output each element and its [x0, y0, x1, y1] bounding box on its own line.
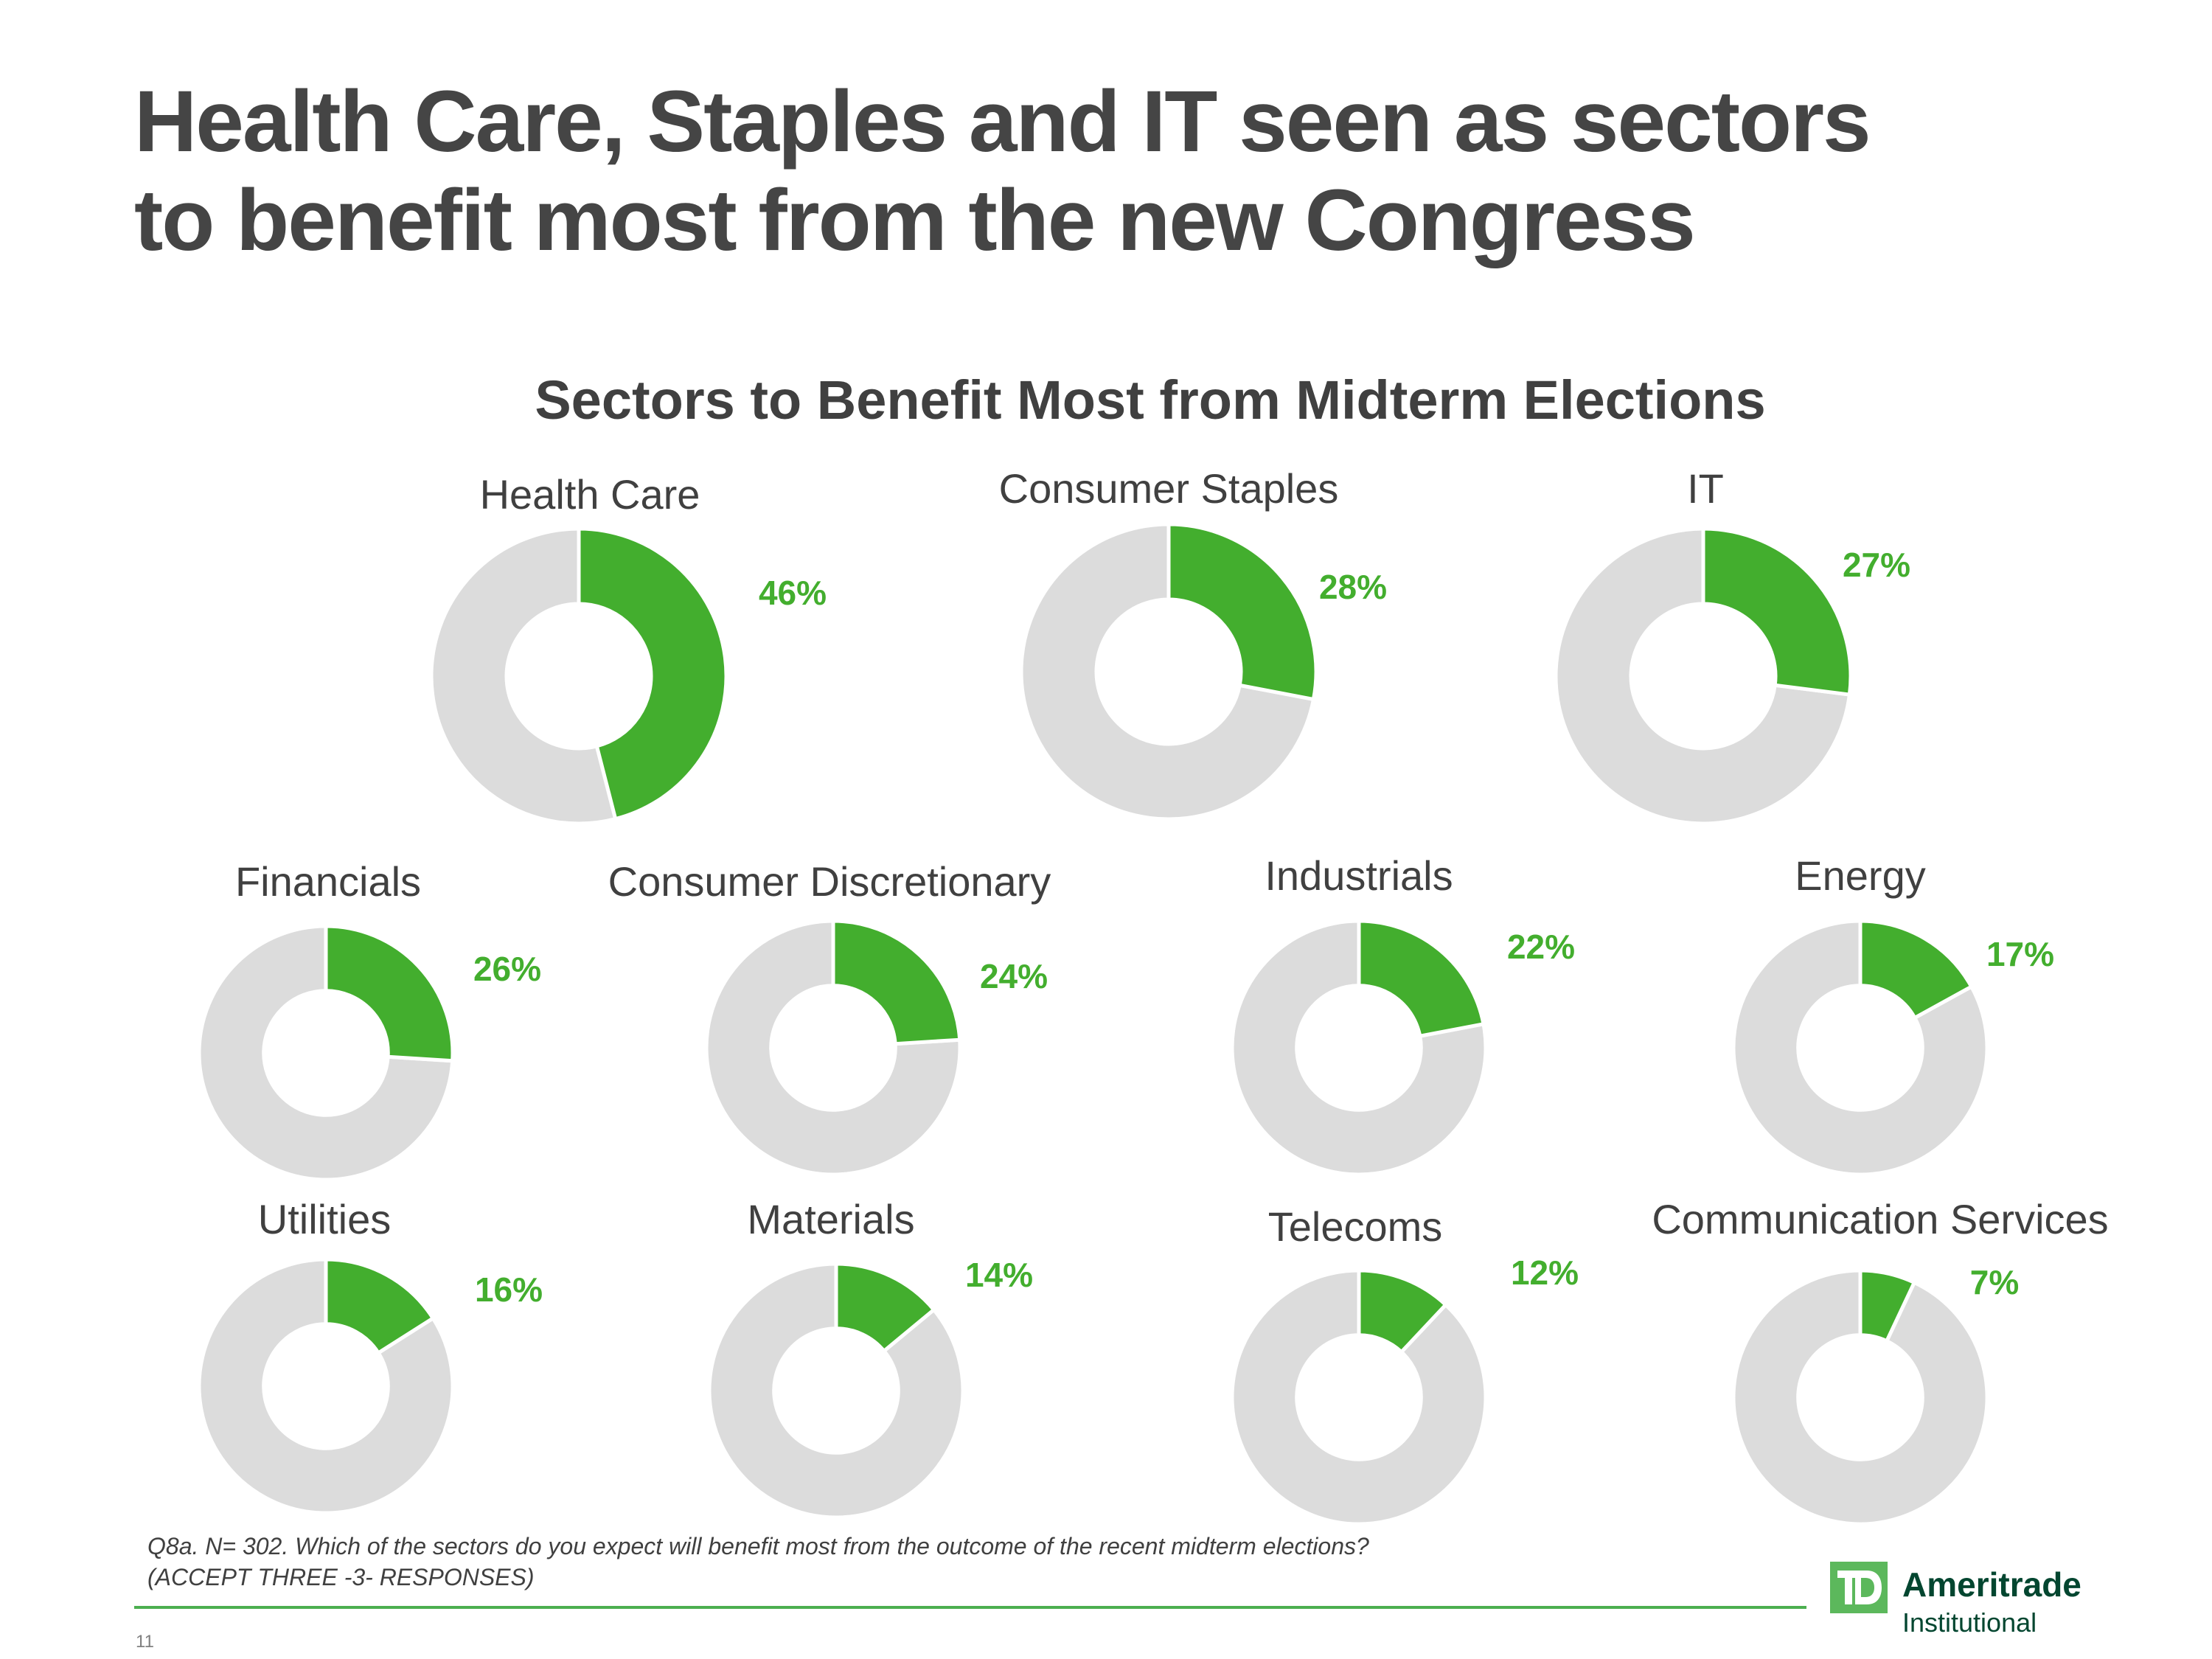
donut-value-slice: [834, 1262, 937, 1354]
donut-value-label: 24%: [980, 957, 1048, 995]
donut-value-label: 7%: [1970, 1263, 2019, 1301]
donut-remainder-slice: [1230, 919, 1488, 1177]
slide-title-line-1: Health Care, Staples and IT seen as sect…: [134, 73, 1871, 170]
donut-remainder-slice: [707, 1262, 965, 1520]
donut-value-slice: [831, 919, 962, 1046]
donut-utilities: Utilities 16%: [197, 1196, 543, 1515]
donut-financials: Financials 26%: [197, 858, 541, 1182]
donut-value-label: 14%: [965, 1256, 1033, 1294]
donut-telecoms: Telecoms 12%: [1230, 1203, 1579, 1526]
donut-category-label: Health Care: [480, 471, 700, 518]
donut-value-label: 46%: [759, 574, 827, 612]
donut-remainder-slice: [1554, 526, 1852, 826]
logo-brand-name: Ameritrade: [1902, 1565, 2081, 1604]
donut-category-label: Financials: [235, 858, 421, 905]
donut-category-label: Materials: [747, 1196, 914, 1242]
donut-category-label: Consumer Staples: [999, 465, 1339, 512]
donut-remainder-slice: [429, 526, 618, 826]
logo-subtitle: Institutional: [1902, 1607, 2037, 1638]
donut-value-label: 16%: [475, 1270, 543, 1309]
donut-remainder-slice: [704, 919, 962, 1177]
donut-materials: Materials 14%: [707, 1196, 1033, 1520]
donut-category-label: Utilities: [258, 1196, 391, 1242]
donut-consumer-staples: Consumer Staples 28%: [999, 465, 1387, 821]
footnote-instruction: (ACCEPT THREE -3- RESPONSES): [147, 1564, 535, 1590]
donut-category-label: Consumer Discretionary: [608, 858, 1051, 905]
donut-value-slice: [324, 924, 455, 1063]
donut-remainder-slice: [1731, 1268, 1989, 1526]
donut-value-label: 12%: [1511, 1253, 1579, 1292]
donut-category-label: Telecoms: [1268, 1203, 1443, 1250]
donut-value-slice: [1357, 919, 1486, 1039]
slide-title: Health Care, Staples and IT seen as sect…: [134, 72, 1871, 270]
donut-value-slice: [1166, 522, 1318, 702]
donut-category-label: Communication Services: [1652, 1196, 2108, 1242]
slide-title-line-2: to benefit most from the new Congress: [134, 172, 1696, 269]
donut-remainder-slice: [1731, 919, 1989, 1177]
donut-industrials: Industrials 22%: [1230, 852, 1575, 1177]
donut-communication-services: Communication Services 7%: [1652, 1196, 2109, 1526]
donut-consumer-discretionary: Consumer Discretionary 24%: [608, 858, 1051, 1177]
donut-value-slice: [1858, 1268, 1917, 1344]
donut-category-label: Energy: [1795, 852, 1925, 899]
donut-health-care: Health Care 46%: [429, 471, 827, 826]
donut-value-label: 28%: [1319, 568, 1387, 606]
chart-title: Sectors to Benefit Most from Midterm Ele…: [535, 369, 1766, 431]
donut-value-label: 22%: [1507, 928, 1575, 966]
donut-remainder-slice: [197, 1257, 455, 1515]
donut-value-label: 26%: [473, 950, 541, 988]
donut-value-slice: [577, 526, 728, 821]
td-logo-icon: [1830, 1562, 1888, 1613]
donut-category-label: Industrials: [1265, 852, 1453, 899]
donut-value-slice: [1701, 526, 1853, 697]
donut-value-slice: [1357, 1268, 1449, 1355]
donut-value-slice: [1858, 919, 1975, 1020]
donut-category-label: IT: [1687, 465, 1724, 512]
donut-remainder-slice: [1019, 522, 1316, 821]
footnote: Q8a. N= 302. Which of the sectors do you…: [147, 1531, 1369, 1593]
donut-value-slice: [324, 1257, 436, 1356]
footer-divider: [134, 1606, 1806, 1609]
donut-value-label: 17%: [1986, 935, 2054, 973]
donut-energy: Energy 17%: [1731, 852, 2054, 1177]
page-number: 11: [136, 1632, 154, 1652]
donut-remainder-slice: [1230, 1268, 1488, 1526]
footnote-question: Q8a. N= 302. Which of the sectors do you…: [147, 1533, 1369, 1559]
donut-it: IT 27%: [1554, 465, 1910, 826]
donut-value-label: 27%: [1843, 546, 1910, 584]
donut-remainder-slice: [197, 924, 455, 1182]
